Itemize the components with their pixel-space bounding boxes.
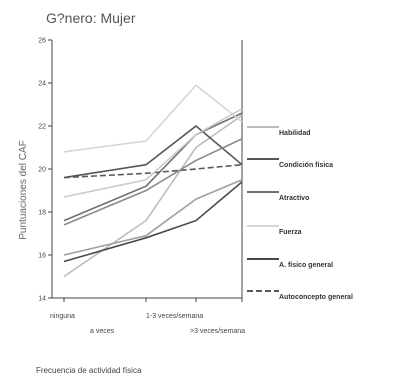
y-tick-label: 20 — [38, 167, 46, 174]
legend: Habilidad Condición física Atractivo Fuerza… — [247, 126, 353, 301]
series-line-3 — [63, 84, 243, 153]
series-line-7 — [63, 179, 243, 256]
legend-label: Atractivo — [279, 195, 309, 202]
y-tick-label: 14 — [38, 296, 46, 303]
legend-label: Autoconcepto general — [279, 294, 353, 301]
y-tick-label: 18 — [38, 210, 46, 217]
series-line-0 — [63, 114, 243, 278]
y-tick-label: 26 — [38, 38, 46, 45]
legend-label: Condición física — [279, 162, 333, 169]
series-line-2 — [63, 112, 243, 222]
x-tick-label: ninguna — [50, 313, 75, 320]
legend-label: A. físico general — [279, 262, 333, 269]
series-layer — [63, 84, 243, 278]
y-tick-label: 24 — [38, 81, 46, 88]
x-tick-label: >3 veces/semana — [190, 328, 245, 335]
legend-label: Fuerza — [279, 229, 302, 236]
legend-label: Habilidad — [279, 130, 311, 137]
series-line-5 — [63, 163, 243, 179]
series-line-1 — [63, 124, 243, 179]
x-tick-label: a veces — [90, 328, 115, 335]
y-tick-label: 22 — [38, 124, 46, 131]
series-line-4 — [63, 181, 243, 263]
x-tick-label: 1-3 veces/semana — [146, 313, 203, 320]
y-axis-label: Puntuaciones del CAF — [18, 140, 29, 240]
axes-layer: 14 16 18 20 22 24 26 ninguna a veces 1-3 veces/se… — [38, 38, 245, 336]
chart-title: G?nero: Mujer — [46, 10, 136, 26]
series-line-6 — [63, 138, 243, 226]
series-line-8 — [63, 108, 243, 198]
y-tick-label: 16 — [38, 253, 46, 260]
x-axis-label: Frecuencia de actividad física — [36, 366, 142, 375]
